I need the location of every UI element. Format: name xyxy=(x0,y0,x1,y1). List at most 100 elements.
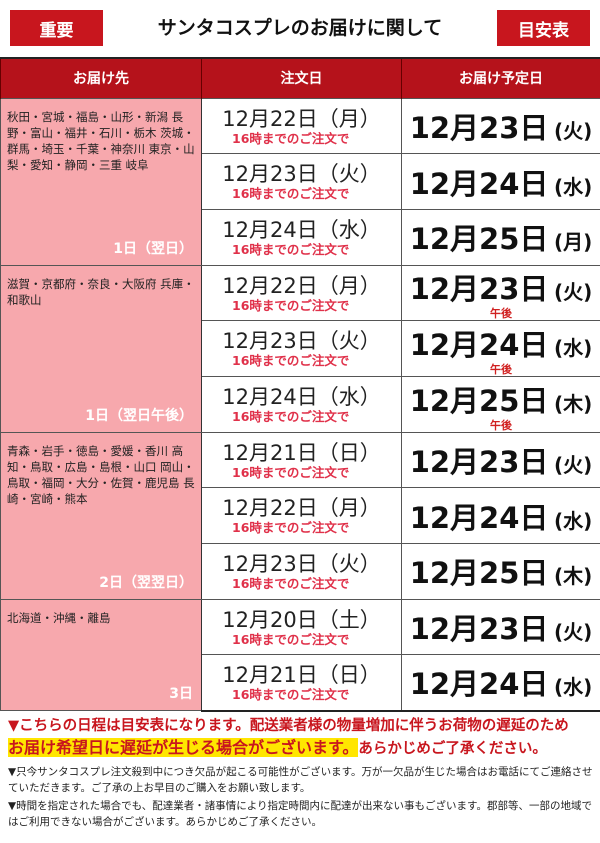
destination-cell: 滋賀・京都府・奈良・大阪府 兵庫・和歌山 1日（翌日午後） xyxy=(0,264,202,433)
cutoff-note: 16時までのご注文で xyxy=(232,409,350,425)
delivery-date: 12月23日 xyxy=(409,272,549,307)
order-date: 12月23日（火） xyxy=(222,162,381,187)
order-date-cell: 12月23日（火） 16時までのご注文で xyxy=(201,543,402,600)
delivery-date: 12月24日 xyxy=(409,500,549,535)
delivery-date-cell: 12月23日 (火) xyxy=(401,97,600,155)
order-date-cell: 12月23日（火） 16時までのご注文で xyxy=(201,153,402,210)
page-title: サンタコスプレのお届けに関して xyxy=(157,17,443,39)
order-date: 12月23日（火） xyxy=(222,329,381,354)
table-row: 12月24日（水） 16時までのご注文で 12月25日 (月) xyxy=(1,208,600,266)
delivery-date-cell: 12月25日 (木) 午後 xyxy=(401,375,600,433)
delivery-weekday: (水) xyxy=(554,174,593,199)
table-row: 北海道・沖縄・離島 3日 12月20日（土） 16時までのご注文で 12月23日 (火) xyxy=(0,598,600,712)
table-row: 12月21日（日） 16時までのご注文で 12月24日 (水) xyxy=(1,654,600,712)
table-row: 12月23日（火） 16時までのご注文で 12月25日 (木) xyxy=(1,543,600,600)
delivery-date: 12月23日 xyxy=(409,110,549,145)
order-date: 12月24日（水） xyxy=(222,217,381,242)
delivery-weekday: (水) xyxy=(554,675,593,700)
area-list: 滋賀・京都府・奈良・大阪府 兵庫・和歌山 xyxy=(7,276,195,307)
column-header-destination: お届け先 xyxy=(0,57,202,98)
delivery-date-cell: 12月24日 (水) xyxy=(401,654,600,712)
cutoff-note: 16時までのご注文で xyxy=(232,186,350,202)
order-date: 12月22日（月） xyxy=(222,273,381,298)
order-date: 12月21日（日） xyxy=(222,663,381,688)
destination-cell: 北海道・沖縄・離島 3日 xyxy=(0,598,202,712)
delivery-weekday: (水) xyxy=(554,336,593,361)
afternoon-note: 午後 xyxy=(490,307,512,321)
order-date-cell: 12月24日（水） 16時までのご注文で xyxy=(201,208,402,266)
notes: ▼こちらの日程は目安表になります。配送業者様の物量増加に伴うお荷物の遅延のため … xyxy=(8,715,598,830)
cutoff-note: 16時までのご注文で xyxy=(232,464,350,480)
delivery-date-cell: 12月23日 (火) xyxy=(401,598,600,656)
cutoff-note: 16時までのご注文で xyxy=(232,130,350,146)
stock-notice: ▼只今サンタコスプレ注文殺到中につき欠品が起こる可能性がございます。万が一欠品が… xyxy=(8,766,593,794)
delivery-weekday: (木) xyxy=(554,391,593,416)
lead-time-label: 1日（翌日午後） xyxy=(85,407,193,424)
delay-notice: ▼こちらの日程は目安表になります。配送業者様の物量増加に伴うお荷物の遅延のため … xyxy=(8,715,598,760)
order-date-cell: 12月20日（土） 16時までのご注文で xyxy=(201,598,402,656)
delivery-weekday: (月) xyxy=(554,230,593,255)
lead-time-label: 1日（翌日） xyxy=(113,240,193,257)
cutoff-note: 16時までのご注文で xyxy=(232,687,350,703)
order-date-cell: 12月22日（月） 16時までのご注文で xyxy=(201,487,402,544)
delivery-date-cell: 12月24日 (水) 午後 xyxy=(401,320,600,377)
table-row: 青森・岩手・徳島・愛媛・香川 高知・鳥取・広島・島根・山口 岡山・鳥取・福岡・大… xyxy=(0,431,600,600)
area-list: 青森・岩手・徳島・愛媛・香川 高知・鳥取・広島・島根・山口 岡山・鳥取・福岡・大… xyxy=(7,443,195,506)
order-date-cell: 12月24日（水） 16時までのご注文で xyxy=(201,375,402,433)
delivery-date-cell: 12月23日 (火) 午後 xyxy=(401,264,600,322)
delivery-date: 12月25日 xyxy=(409,556,549,591)
afternoon-note: 午後 xyxy=(490,363,512,377)
order-date-cell: 12月22日（月） 16時までのご注文で xyxy=(201,264,402,322)
delivery-date: 12月25日 xyxy=(409,383,549,418)
delay-notice-highlight: お届け希望日に遅延が生じる場合がございます。 xyxy=(8,738,359,757)
order-date: 12月20日（土） xyxy=(222,607,381,632)
delivery-date: 12月24日 xyxy=(409,667,549,702)
delivery-weekday: (火) xyxy=(554,118,593,143)
delivery-date-cell: 12月24日 (水) xyxy=(401,153,600,210)
order-date: 12月22日（月） xyxy=(222,106,381,131)
order-date: 12月21日（日） xyxy=(222,440,381,465)
table-row: 12月23日（火） 16時までのご注文で 12月24日 (水) 午後 xyxy=(1,320,600,377)
destination-cell: 秋田・宮城・福島・山形・新潟 長野・富山・福井・石川・栃木 茨城・群馬・埼玉・千… xyxy=(0,97,202,266)
afternoon-note: 午後 xyxy=(490,418,512,432)
guide-badge: 目安表 xyxy=(497,10,590,46)
delivery-date: 12月23日 xyxy=(409,444,549,479)
delivery-weekday: (火) xyxy=(554,280,593,305)
order-date: 12月23日（火） xyxy=(222,552,381,577)
table-row: 秋田・宮城・福島・山形・新潟 長野・富山・福井・石川・栃木 茨城・群馬・埼玉・千… xyxy=(0,97,600,266)
delivery-schedule-table: お届け先 注文日 お届け予定日 秋田・宮城・福島・山形・新潟 長野・富山・福井・… xyxy=(0,57,600,712)
column-header-order-date: 注文日 xyxy=(201,57,402,98)
cutoff-note: 16時までのご注文で xyxy=(232,576,350,592)
order-date: 12月22日（月） xyxy=(222,496,381,521)
order-date-cell: 12月21日（日） 16時までのご注文で xyxy=(201,654,402,712)
lead-time-label: 2日（翌翌日） xyxy=(99,574,193,591)
delivery-date: 12月23日 xyxy=(409,612,549,647)
delivery-date-cell: 12月25日 (木) xyxy=(401,543,600,600)
area-list: 秋田・宮城・福島・山形・新潟 長野・富山・福井・石川・栃木 茨城・群馬・埼玉・千… xyxy=(7,109,195,172)
delivery-weekday: (水) xyxy=(554,508,593,533)
order-date-cell: 12月22日（月） 16時までのご注文で xyxy=(201,97,402,155)
delivery-weekday: (火) xyxy=(554,620,593,645)
cutoff-note: 16時までのご注文で xyxy=(232,631,350,647)
delivery-date-cell: 12月25日 (月) xyxy=(401,208,600,266)
delivery-weekday: (木) xyxy=(554,564,593,589)
delivery-date-cell: 12月23日 (火) xyxy=(401,431,600,489)
delivery-date-cell: 12月24日 (水) xyxy=(401,487,600,544)
time-notice: ▼時間を指定された場合でも、配達業者・諸事情により指定時間内に配達が出来ない事も… xyxy=(8,800,592,828)
order-date: 12月24日（水） xyxy=(222,385,381,410)
order-date-cell: 12月21日（日） 16時までのご注文で xyxy=(201,431,402,489)
delay-notice-rest: あらかじめご了承ください。 xyxy=(358,741,547,757)
important-badge: 重要 xyxy=(10,10,103,46)
cutoff-note: 16時までのご注文で xyxy=(232,353,350,369)
table-row: 滋賀・京都府・奈良・大阪府 兵庫・和歌山 1日（翌日午後） 12月22日（月） 16時… xyxy=(0,264,600,433)
table-row: 12月23日（火） 16時までのご注文で 12月24日 (水) xyxy=(1,153,600,210)
delivery-date: 12月24日 xyxy=(409,328,549,363)
delivery-weekday: (火) xyxy=(554,452,593,477)
table-row: 12月24日（水） 16時までのご注文で 12月25日 (木) 午後 xyxy=(1,375,600,433)
cutoff-note: 16時までのご注文で xyxy=(232,241,350,257)
cutoff-note: 16時までのご注文で xyxy=(232,520,350,536)
lead-time-label: 3日 xyxy=(169,686,193,703)
delivery-date: 12月25日 xyxy=(409,222,549,257)
cutoff-note: 16時までのご注文で xyxy=(232,297,350,313)
area-list: 北海道・沖縄・離島 xyxy=(7,610,111,625)
